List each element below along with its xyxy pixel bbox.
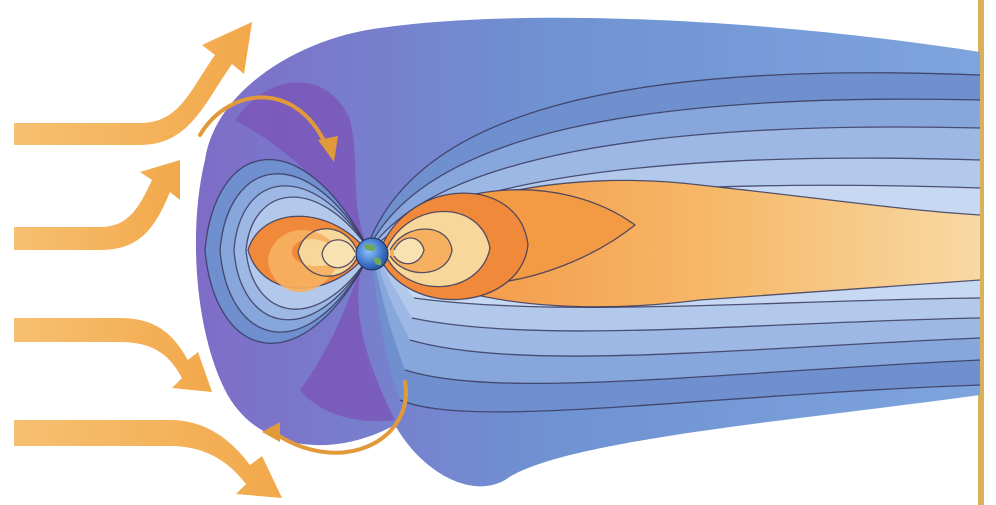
dayside-field-layers [204,158,369,344]
solar-wind-arrow-4 [14,420,282,498]
solar-wind-arrow-3 [14,318,212,392]
solar-wind-arrow-1 [14,22,252,145]
south-cusp [300,255,395,422]
earth [355,237,389,271]
south-cusp-arrow [268,380,408,455]
nightside-radiation-belt [379,192,529,301]
south-cusp-arrow-head [262,422,280,442]
dayside-radiation-belt [247,215,367,293]
north-cusp [235,82,365,240]
frame-border [978,0,984,505]
solar-wind-arrow-2 [14,160,180,250]
solar-wind-arrows [14,22,282,498]
north-cusp-arrow [198,95,330,152]
north-cusp-arrow-head [318,136,338,162]
